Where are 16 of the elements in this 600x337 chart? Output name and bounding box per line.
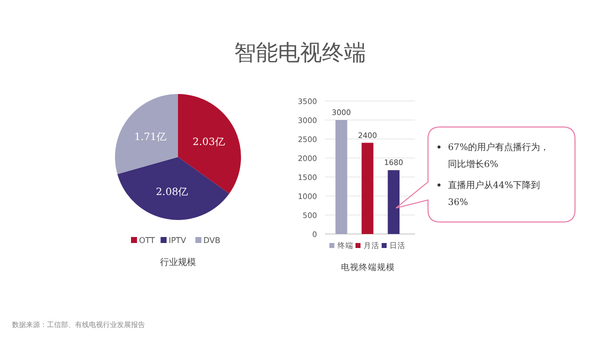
legend-label: IPTV: [168, 236, 187, 245]
text: 电视终端规模: [341, 262, 395, 273]
bar: [388, 170, 400, 234]
data-label: 2.03亿: [192, 137, 225, 148]
data-label: 1.71亿: [134, 132, 166, 144]
text: 智能电视终端: [234, 41, 366, 66]
legend-label: OTT: [139, 236, 156, 245]
data-label: 2.08亿: [156, 187, 188, 198]
text: 67%的用户有点播行为，同比增长6%: [448, 142, 550, 170]
text: 行业规模: [160, 257, 196, 268]
text: 直播用户从44%下降到36%: [448, 180, 540, 208]
bar: [362, 142, 374, 234]
legend-label: DVB: [203, 236, 220, 245]
bar: [335, 120, 348, 234]
pie-slice: [117, 157, 230, 220]
pie-slice: [115, 94, 178, 174]
